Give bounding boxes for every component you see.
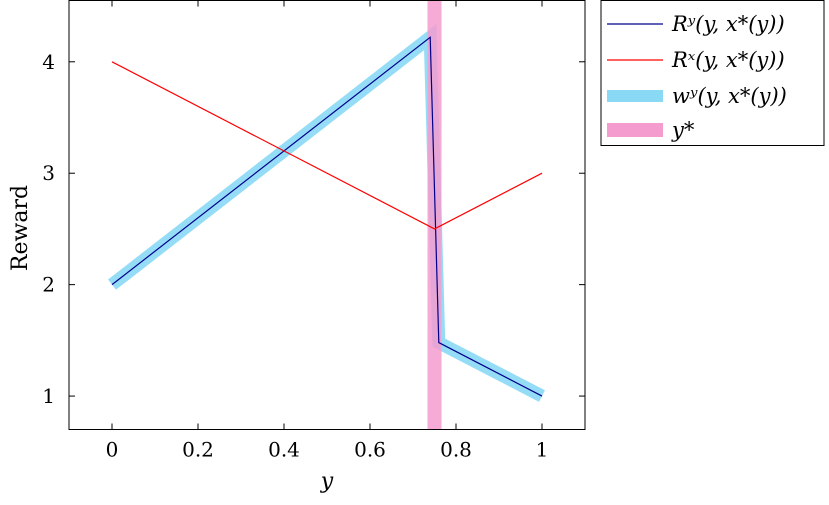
x-tick-label: 0.8 bbox=[440, 438, 472, 462]
legend-label: Rˣ(y, x*(y)) bbox=[671, 48, 785, 72]
series-rx-line bbox=[111, 61, 543, 230]
legend-label: Rʸ(y, x*(y)) bbox=[671, 12, 785, 36]
series-ry-line bbox=[111, 36, 543, 397]
y-tick-label: 3 bbox=[42, 161, 55, 185]
y-tick-label: 1 bbox=[42, 384, 55, 408]
x-tick-label: 0.4 bbox=[268, 438, 300, 462]
series-weight-line bbox=[108, 24, 545, 402]
legend-box bbox=[600, 0, 825, 146]
tick-layer: 0 0.2 0.4 0.6 0.8 1 1 2 3 4 bbox=[42, 0, 585, 462]
plot-frame bbox=[68, 0, 586, 430]
legend: Rʸ(y, x*(y)) Rˣ(y, x*(y)) wʸ(y, x*(y)) y* bbox=[600, 0, 825, 146]
x-axis-label: y bbox=[320, 469, 334, 494]
legend-label: wʸ(y, x*(y)) bbox=[672, 84, 787, 108]
y-tick-label: 4 bbox=[42, 50, 55, 74]
plot-layer bbox=[108, 0, 545, 430]
y-tick-label: 2 bbox=[42, 273, 55, 297]
x-tick-label: 0.6 bbox=[354, 438, 386, 462]
x-tick-label: 0 bbox=[106, 438, 119, 462]
legend-label: y* bbox=[671, 118, 695, 142]
y-axis-label: Reward bbox=[8, 185, 33, 271]
x-tick-label: 1 bbox=[536, 438, 549, 462]
x-tick-label: 0.2 bbox=[182, 438, 214, 462]
